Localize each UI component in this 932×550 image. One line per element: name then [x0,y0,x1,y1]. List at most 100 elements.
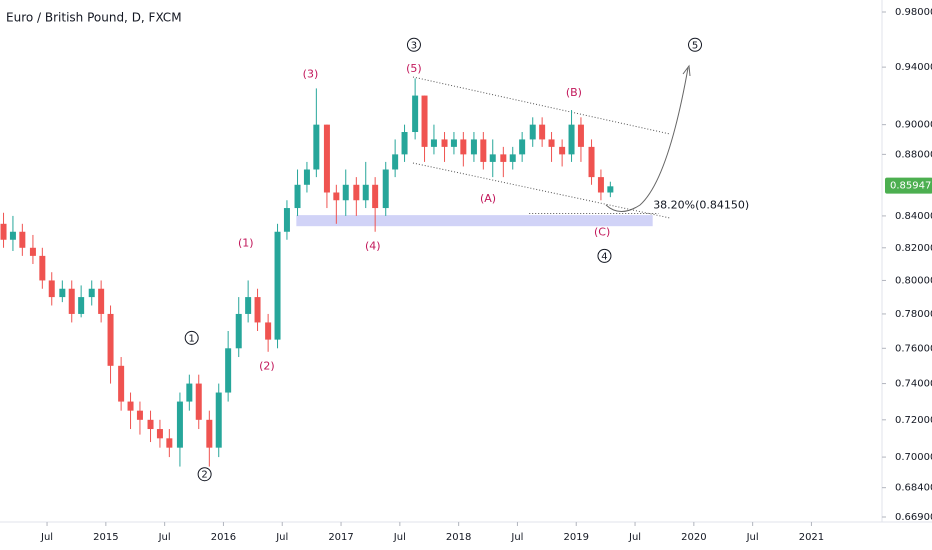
candle-body [186,383,193,402]
candle-body [107,313,114,366]
last-price-label: 0.85947 [890,181,931,192]
candle-body [480,139,487,162]
wave-label-primary: 4 [601,251,607,262]
candle-body [412,95,419,133]
candle-body [235,313,242,349]
candle-body [48,280,55,298]
candle-body [597,177,604,193]
candle-body [294,184,301,209]
candle-body [489,154,496,162]
candle-body [500,154,507,162]
wave-circle [406,37,421,52]
wave-label-minor: (C) [594,225,610,238]
candle-body [353,184,360,201]
candle-body [392,154,399,170]
candle-body [421,95,428,147]
wave-label-primary: 3 [411,40,417,51]
chart-title: Euro / British Pound, D, FXCM [6,11,182,25]
y-tick-label: 0.66900 [895,512,932,523]
wave-label-minor: (A) [480,192,496,205]
candle-body [68,288,75,314]
candle-body [577,124,584,147]
candle-body [206,419,213,448]
candle-body [460,139,467,155]
candle-body [342,184,349,201]
wave-label-minor: (B) [566,86,582,99]
candle-body [0,223,7,240]
x-tick-label: Jul [158,532,171,543]
candle-body [568,124,575,155]
candle-body [559,146,566,155]
candle-body [254,297,261,323]
candle-body [39,255,46,281]
candle-body [303,169,310,185]
candle-body [88,288,95,298]
candle-body [19,231,26,248]
candle-body [166,438,173,448]
projection-curve [605,67,689,212]
wave-label-primary: 5 [692,40,698,51]
candle-body [529,124,536,140]
x-tick-label: 2015 [93,532,118,543]
x-tick-label: Jul [628,532,641,543]
candle-body [265,322,272,340]
candle-body [274,231,281,340]
candle-body [78,297,85,314]
x-tick-label: 2018 [446,532,471,543]
candle-body [118,365,125,402]
x-tick-label: 2017 [328,532,353,543]
projection-arrowhead [682,64,691,77]
candle-body [225,348,232,393]
x-tick-label: 2020 [681,532,706,543]
candle-body [323,124,330,193]
zone-layer [296,215,653,227]
candle-body [245,297,252,314]
x-tick-label: Jul [393,532,406,543]
x-tick-label: Jul [746,532,759,543]
candle-body [136,410,143,420]
candle-body [156,429,163,439]
x-tick-label: Jul [40,532,53,543]
candle-body [548,139,555,147]
x-tick-label: Jul [275,532,288,543]
candle-body [362,184,369,201]
wave-circle [688,37,703,52]
candle-body [9,231,16,240]
candle-body [470,139,477,155]
x-tick-label: 2021 [799,532,824,543]
candle-body [283,208,290,232]
support-zone [296,215,653,227]
candle-body [382,169,389,209]
candle-body [539,124,546,140]
candle-body [401,132,408,155]
channel-upper [412,76,671,135]
wave-label-primary: 1 [189,333,195,344]
wave-circle [197,467,212,482]
channel-lower [412,162,671,219]
candle-body [607,186,614,193]
fib-label: 38.20%(0.84150) [653,199,749,212]
candle-body [430,139,437,147]
candle-body [195,383,202,420]
last-price-tag [885,177,932,194]
candle-body [588,146,595,178]
candle-body [519,139,526,155]
x-tick-label: 2019 [564,532,589,543]
candle-body [450,139,457,147]
x-tick-label: 2016 [211,532,236,543]
candle-body [441,139,448,147]
